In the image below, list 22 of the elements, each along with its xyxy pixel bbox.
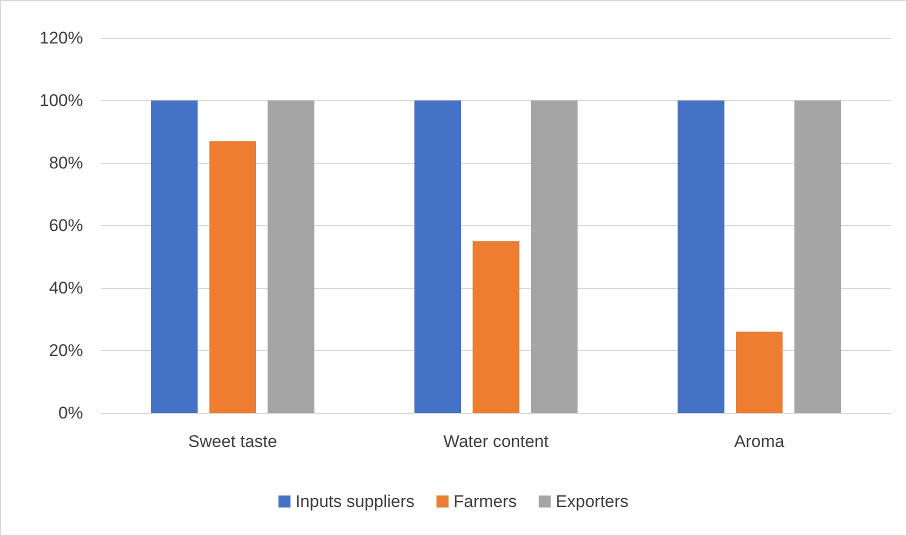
x-tick-label: Sweet taste — [188, 432, 278, 451]
y-tick-label: 120% — [40, 28, 83, 48]
legend-label: Inputs suppliers — [295, 492, 415, 511]
y-tick-label: 40% — [48, 278, 83, 298]
y-tick-label: 0% — [58, 404, 83, 422]
y-tick-label: 80% — [48, 154, 83, 172]
bar — [268, 100, 314, 413]
x-tick-label: Aroma — [734, 432, 785, 451]
bar — [678, 100, 724, 413]
legend-label: Farmers — [454, 492, 517, 511]
y-tick-label: 60% — [48, 216, 83, 235]
bar — [151, 100, 198, 413]
bar — [209, 141, 256, 413]
y-tick-label: 100% — [40, 91, 83, 110]
bar — [414, 100, 462, 413]
y-tick-label: 20% — [48, 341, 83, 360]
bar — [794, 100, 841, 413]
bar — [736, 332, 783, 413]
bar — [530, 100, 578, 413]
bar — [472, 241, 520, 413]
x-tick-label: Water content — [443, 432, 549, 451]
legend-label: Exporters — [556, 492, 629, 511]
